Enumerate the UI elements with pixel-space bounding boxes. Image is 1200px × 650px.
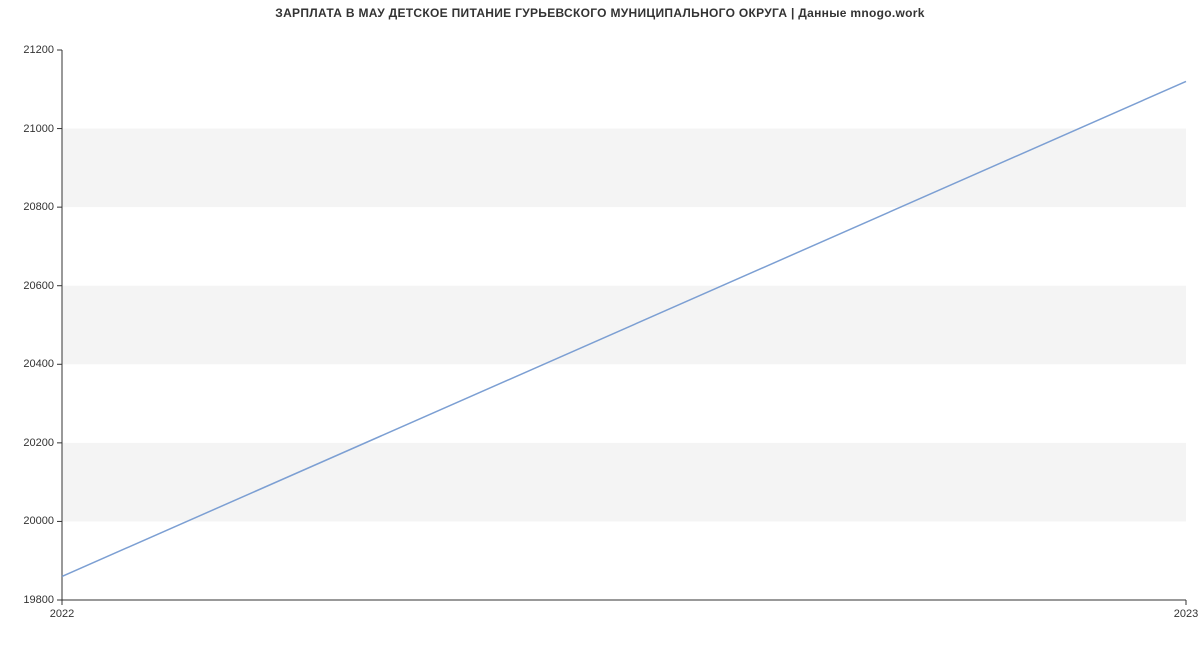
y-tick-label: 20000 bbox=[23, 515, 54, 527]
plot-area bbox=[62, 50, 1186, 600]
y-tick-label: 21200 bbox=[23, 44, 54, 56]
chart-title: ЗАРПЛАТА В МАУ ДЕТСКОЕ ПИТАНИЕ ГУРЬЕВСКО… bbox=[0, 6, 1200, 20]
x-tick-label: 2022 bbox=[50, 608, 74, 620]
y-tick-label: 19800 bbox=[23, 594, 54, 606]
y-tick-label: 20400 bbox=[23, 358, 54, 370]
y-tick-label: 20600 bbox=[23, 280, 54, 292]
salary-line-chart: ЗАРПЛАТА В МАУ ДЕТСКОЕ ПИТАНИЕ ГУРЬЕВСКО… bbox=[0, 0, 1200, 650]
y-tick-label: 20800 bbox=[23, 201, 54, 213]
y-tick-label: 21000 bbox=[23, 123, 54, 135]
y-tick-label: 20200 bbox=[23, 437, 54, 449]
x-tick-label: 2023 bbox=[1174, 608, 1198, 620]
